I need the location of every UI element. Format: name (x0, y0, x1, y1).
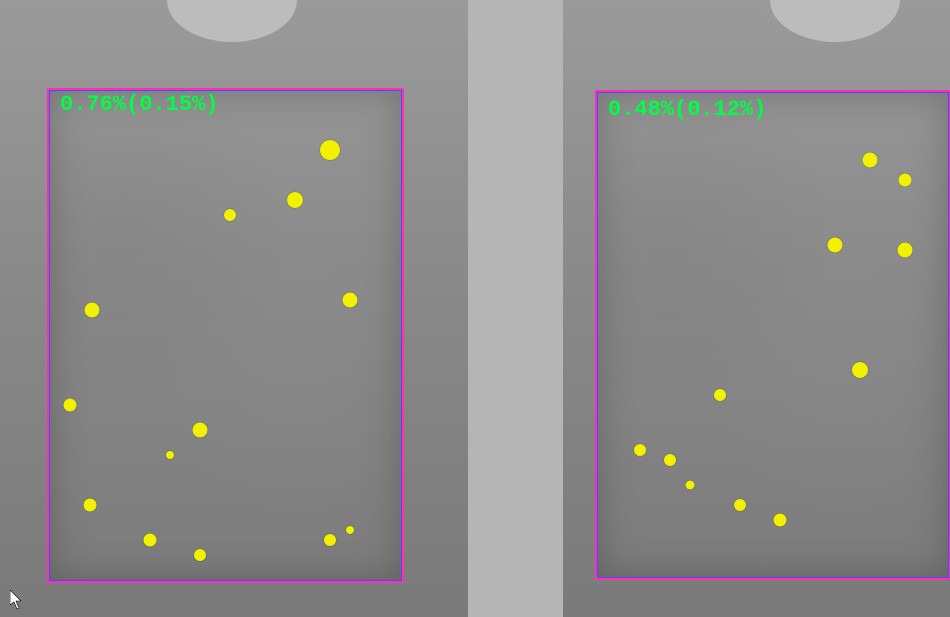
defect-mark (84, 499, 97, 512)
defect-mark (287, 192, 303, 208)
sample-panel-left (47, 88, 404, 583)
defect-mark (64, 399, 77, 412)
defect-mark (828, 238, 843, 253)
cursor-icon (10, 590, 24, 610)
defect-mark (324, 534, 336, 546)
defect-mark (899, 174, 912, 187)
defect-mark (898, 243, 913, 258)
defect-mark (166, 451, 174, 459)
fixture-notch-left (167, 0, 297, 42)
defect-mark (85, 303, 100, 318)
defect-mark (194, 549, 206, 561)
defect-mark (320, 140, 340, 160)
fixture-notch-right (770, 0, 900, 42)
defect-mark (343, 293, 358, 308)
defect-mark (774, 514, 787, 527)
defect-mark (852, 362, 868, 378)
defect-mark (193, 423, 208, 438)
measurement-label-right: 0.48%(0.12%) (608, 97, 766, 122)
defect-mark (863, 153, 878, 168)
defect-mark (664, 454, 676, 466)
defect-mark (734, 499, 746, 511)
defect-mark (686, 481, 695, 490)
defect-mark (346, 526, 354, 534)
defect-mark (144, 534, 157, 547)
center-divider (468, 0, 563, 617)
defect-mark (714, 389, 726, 401)
analysis-viewport: 0.76%(0.15%) 0.48%(0.12%) (0, 0, 950, 617)
defect-mark (634, 444, 646, 456)
measurement-label-left: 0.76%(0.15%) (60, 92, 218, 117)
defect-mark (224, 209, 236, 221)
sample-panel-right (595, 90, 950, 580)
